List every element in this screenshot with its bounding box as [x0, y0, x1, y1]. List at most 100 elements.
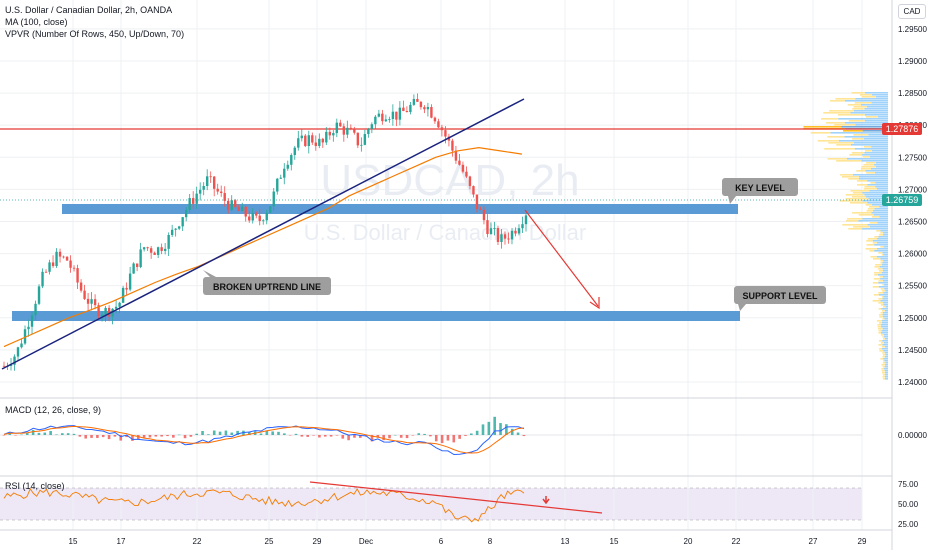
- candle-body: [205, 176, 209, 186]
- vp-bar-down: [881, 296, 884, 298]
- candle-body: [9, 364, 13, 366]
- vp-bar-up: [867, 180, 888, 182]
- macd-bar: [388, 435, 391, 439]
- vp-bar-up: [867, 184, 888, 186]
- macd-bar: [440, 435, 444, 444]
- vp-bar-down: [827, 158, 848, 160]
- vp-bar-up: [862, 192, 888, 194]
- candle-body: [216, 188, 219, 192]
- key-level-callout[interactable]: KEY LEVEL: [722, 178, 798, 204]
- candle-body: [248, 216, 251, 221]
- macd-bar: [452, 435, 456, 443]
- vp-bar-up: [879, 216, 888, 218]
- candle-body: [65, 256, 69, 261]
- vp-bar-up: [880, 230, 888, 232]
- vp-bar-down: [878, 308, 882, 310]
- y-tick-label: 1.28500: [898, 89, 927, 98]
- vp-bar-down: [882, 366, 885, 368]
- candle-body: [304, 135, 307, 147]
- macd-bar: [142, 435, 146, 438]
- vp-bar-down: [864, 186, 876, 188]
- candle-body: [188, 198, 191, 210]
- vp-bar-up: [883, 234, 888, 236]
- rsi-divergence-line[interactable]: [309, 481, 603, 514]
- y-tick-label: 1.26500: [898, 217, 927, 226]
- vp-bar-down: [824, 148, 855, 150]
- vp-bar-up: [869, 190, 888, 192]
- vp-bar-up: [884, 356, 888, 358]
- projection-arrow[interactable]: [524, 209, 599, 307]
- candle-body: [482, 209, 486, 221]
- vp-bar-down: [847, 104, 862, 106]
- vp-bar-down: [882, 356, 885, 358]
- macd-bar: [113, 435, 117, 437]
- vp-bar-down: [882, 376, 885, 378]
- macd-bar: [353, 435, 356, 438]
- candle-body: [335, 122, 339, 134]
- vp-bar-up: [871, 146, 888, 148]
- x-tick-label: 15: [69, 537, 78, 546]
- vp-bar-up: [884, 288, 888, 290]
- currency-badge[interactable]: CAD: [898, 4, 926, 19]
- candle-body: [269, 206, 272, 213]
- vp-bar-up: [875, 172, 888, 174]
- vp-bar-up: [864, 152, 888, 154]
- macd-bar: [277, 431, 280, 435]
- candle-body: [437, 121, 440, 128]
- vp-bar-down: [882, 374, 886, 376]
- vp-bar-down: [837, 114, 865, 116]
- candle-body: [213, 176, 216, 189]
- vp-bar-down: [860, 168, 871, 170]
- x-tick-label: 6: [439, 537, 444, 546]
- vp-bar-down: [853, 226, 870, 228]
- support-level-callout[interactable]: SUPPORT LEVEL: [734, 286, 826, 311]
- vp-bar-up: [885, 338, 888, 340]
- vp-bar-up: [844, 100, 888, 102]
- candle-body: [454, 150, 458, 161]
- candle-body: [451, 140, 454, 151]
- vp-bar-down: [879, 314, 883, 316]
- vp-bar-up: [853, 110, 888, 112]
- vp-bar-down: [882, 338, 886, 340]
- vp-bar-down: [869, 250, 875, 252]
- vp-bar-down: [845, 198, 869, 200]
- vp-bar-down: [866, 210, 873, 212]
- candle-body: [139, 249, 142, 268]
- candle-body: [521, 224, 524, 229]
- vp-bar-up: [850, 112, 888, 114]
- vp-bar-up: [865, 170, 888, 172]
- candle-body: [307, 135, 310, 147]
- vp-bar-down: [878, 328, 883, 330]
- vp-bar-down: [851, 152, 865, 154]
- candle-body: [416, 98, 419, 102]
- macd-bar: [359, 435, 362, 438]
- vp-bar-down: [852, 192, 863, 194]
- candle-body: [391, 111, 395, 120]
- time-axis[interactable]: 15 17 22 25 29 Dec 6 8 13 15 20 22 27 29: [69, 537, 867, 546]
- y-tick-label: 1.25000: [898, 314, 927, 323]
- vp-bar-up: [877, 222, 888, 224]
- vp-bar-up: [884, 310, 888, 312]
- broken-uptrend-callout[interactable]: BROKEN UPTREND LINE: [203, 270, 331, 295]
- projection-arrow-head: [589, 297, 600, 310]
- macd-bar: [8, 433, 12, 435]
- vp-bar-up: [882, 316, 888, 318]
- rsi-line: [3, 487, 525, 523]
- vp-bar-down: [863, 146, 872, 148]
- candle-body: [489, 228, 493, 235]
- vp-bar-down: [854, 102, 872, 104]
- candle-body: [293, 147, 296, 156]
- macd-bar: [195, 433, 199, 435]
- macd-bar: [230, 432, 234, 435]
- macd-bar: [72, 433, 76, 435]
- macd-bar: [49, 431, 52, 435]
- macd-bar: [446, 435, 450, 441]
- vp-bar-up: [873, 214, 888, 216]
- key-level-zone: [62, 204, 738, 214]
- vp-bar-down: [827, 136, 845, 138]
- candle-body: [230, 200, 233, 210]
- vp-bar-up: [844, 136, 888, 138]
- uptrend-line[interactable]: [1, 98, 525, 370]
- macd-bar: [347, 435, 350, 441]
